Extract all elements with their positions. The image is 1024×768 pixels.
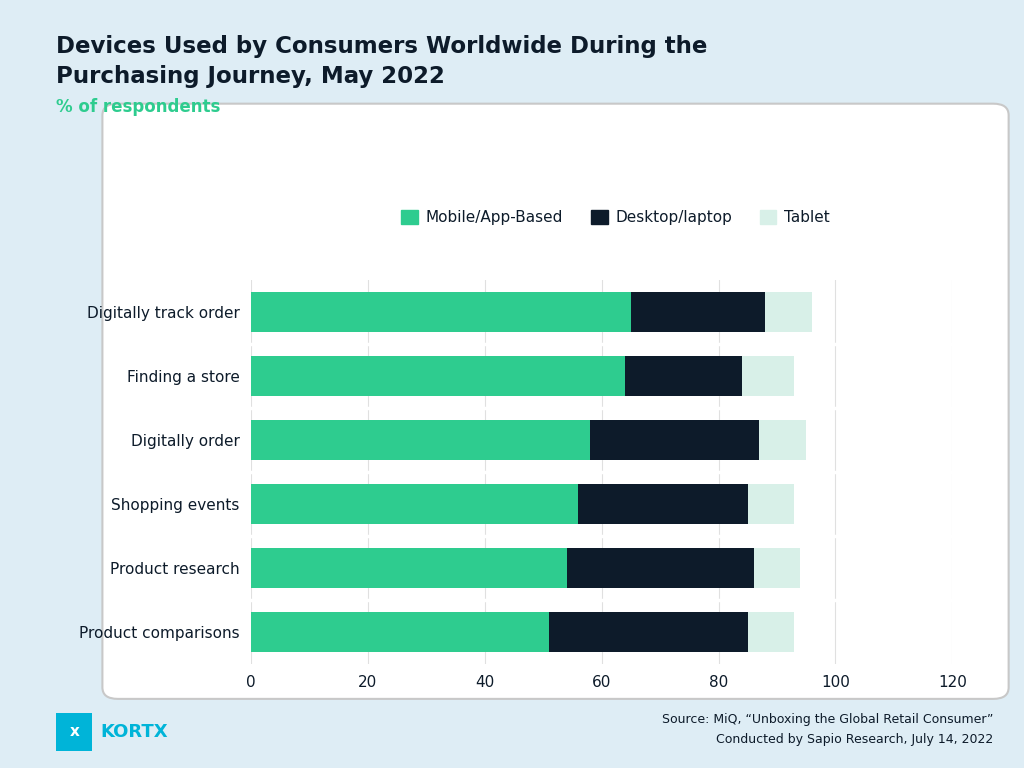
Text: Devices Used by Consumers Worldwide During the: Devices Used by Consumers Worldwide Duri… <box>56 35 708 58</box>
Bar <box>765 293 812 333</box>
Bar <box>251 356 625 396</box>
Text: % of respondents: % of respondents <box>56 98 221 116</box>
Bar <box>566 548 754 588</box>
Text: Source: MiQ, “Unboxing the Global Retail Consumer”
Conducted by Sapio Research, : Source: MiQ, “Unboxing the Global Retail… <box>662 713 993 746</box>
Bar <box>251 421 590 460</box>
Bar <box>251 548 566 588</box>
Bar <box>549 613 748 652</box>
Bar <box>625 356 741 396</box>
Bar <box>251 485 579 524</box>
Text: Purchasing Journey, May 2022: Purchasing Journey, May 2022 <box>56 65 445 88</box>
Bar <box>579 485 748 524</box>
Bar <box>251 293 631 333</box>
Bar <box>590 421 760 460</box>
Bar <box>760 421 806 460</box>
Bar <box>631 293 765 333</box>
Legend: Mobile/App-Based, Desktop/laptop, Tablet: Mobile/App-Based, Desktop/laptop, Tablet <box>395 204 836 231</box>
Bar <box>748 485 795 524</box>
Bar <box>741 356 795 396</box>
Text: x: x <box>70 724 79 740</box>
Bar <box>748 613 795 652</box>
Bar <box>754 548 801 588</box>
Bar <box>251 613 549 652</box>
Text: KORTX: KORTX <box>100 723 168 741</box>
